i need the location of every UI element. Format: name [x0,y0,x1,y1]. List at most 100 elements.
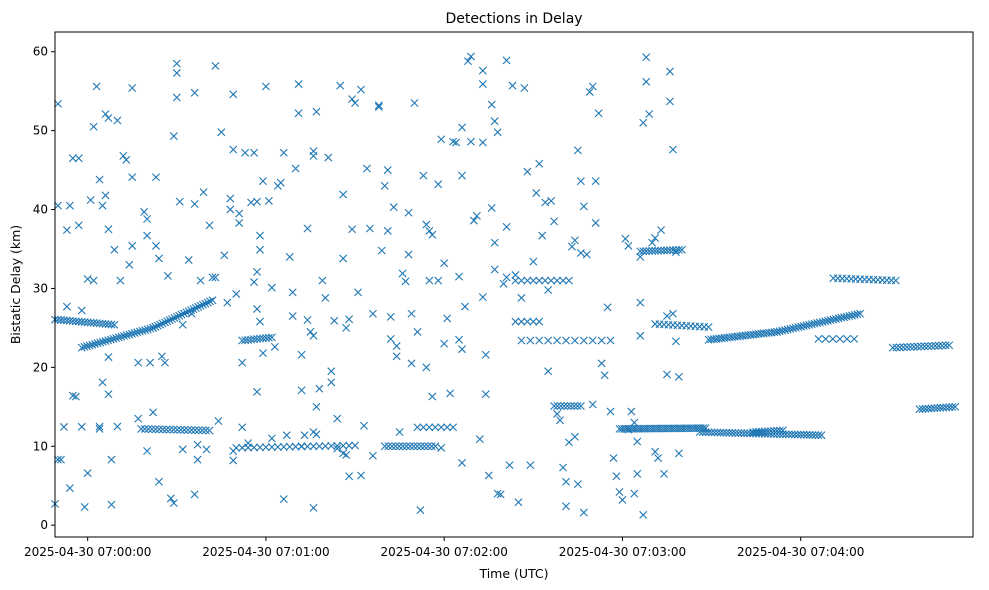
y-axis: 0 10 20 30 40 50 60 [33,45,55,532]
data-point [749,428,758,437]
data-point [728,428,737,437]
data-point [758,427,767,436]
data-point [526,336,535,345]
data-point [309,442,318,451]
data-point [437,423,446,432]
data-point [374,102,383,111]
data-point [90,339,99,348]
data-point [407,309,416,318]
data-point [152,241,160,250]
data-point [597,359,606,368]
data-point [163,317,172,326]
data-point [190,88,199,97]
data-point [276,178,285,187]
data-point [107,455,116,464]
data-point [566,402,575,411]
data-point [383,226,392,235]
data-point [579,202,588,211]
data-point [924,342,933,351]
data-point [395,442,404,451]
data-point [315,384,324,393]
data-point [434,180,443,189]
data-point [333,414,342,423]
data-point [300,431,309,440]
data-point [466,52,475,61]
data-point [913,342,922,351]
data-point [440,339,449,348]
data-point [291,442,300,451]
data-point [149,323,158,332]
data-point [220,251,229,260]
data-point [315,442,324,451]
data-point [386,312,395,321]
data-point [544,286,553,295]
data-point [104,225,113,234]
data-point [101,337,110,346]
data-point [151,425,160,434]
data-point [490,265,499,274]
data-point [627,407,636,416]
data-point [828,334,837,343]
data-point [114,333,123,342]
data-point [165,316,174,325]
data-point [636,331,645,340]
data-points [51,52,960,519]
data-point [201,299,210,308]
data-point [147,425,156,434]
data-point [330,316,339,325]
data-point [191,304,200,313]
data-point [419,171,428,180]
data-point [671,246,680,254]
data-point [734,429,743,438]
data-point [621,234,630,243]
data-point [387,442,396,451]
data-point [104,114,113,122]
data-point [297,442,306,451]
data-point [180,425,189,434]
data-point [517,276,526,285]
data-point [89,276,98,285]
data-point [553,336,562,345]
data-point [359,421,368,430]
data-point [374,101,383,110]
data-point [906,342,915,351]
data-point [135,327,144,336]
data-point [752,427,761,436]
data-point [398,269,407,278]
data-point [511,317,520,326]
data-point [196,301,205,310]
data-point [199,188,208,197]
data-point [362,164,371,173]
data-point [651,246,660,255]
data-point [184,256,193,265]
data-point [665,97,674,106]
data-point [523,317,532,326]
data-point [345,315,354,324]
data-point [853,310,862,319]
data-point [137,424,146,433]
data-point [636,298,645,307]
data-point [130,329,139,338]
data-point [665,67,674,76]
data-point [312,107,321,116]
data-point [95,422,104,431]
data-point [110,320,119,329]
data-point [83,469,92,478]
data-point [677,245,686,254]
data-point [559,276,568,285]
data-point [238,423,247,432]
data-point [144,425,153,434]
data-point [562,502,570,511]
data-point [478,66,487,75]
data-point [639,118,648,127]
data-point [582,250,591,259]
data-point [294,109,303,118]
data-point [478,80,487,89]
data-point [53,99,62,108]
data-point [279,148,288,157]
data-point [93,339,102,348]
data-point [660,246,669,255]
data-point [309,331,318,340]
data-point [563,402,572,411]
